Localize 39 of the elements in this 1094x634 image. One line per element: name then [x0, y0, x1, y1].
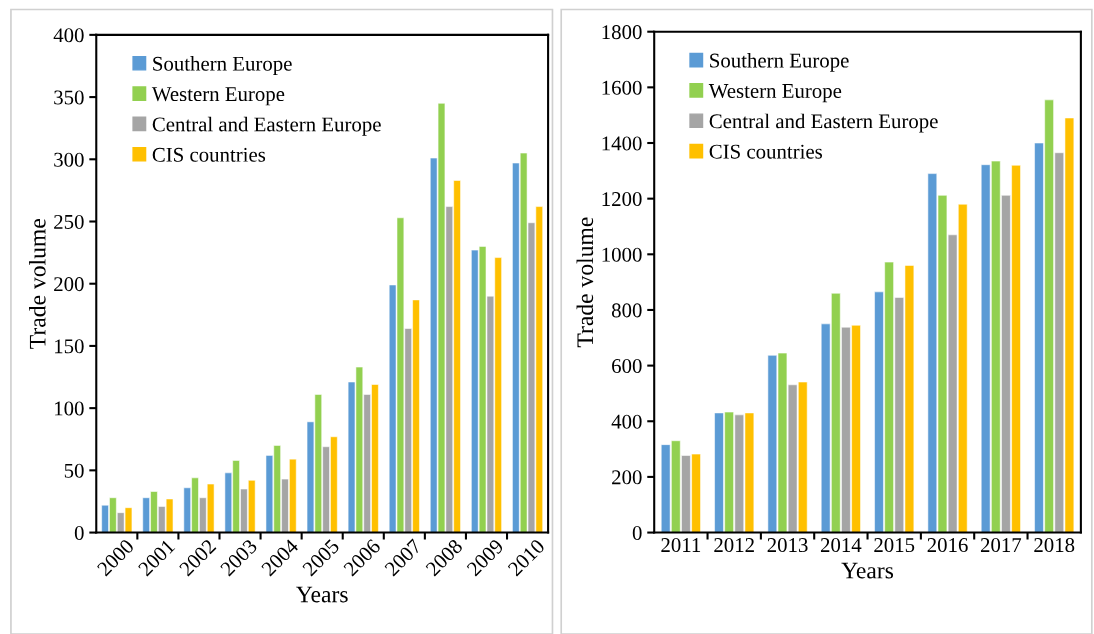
y-tick-label: 600 [612, 358, 642, 374]
x-tick-label: 2013 [767, 538, 808, 553]
y-tick-label: 350 [54, 90, 84, 105]
y-tick-label: 200 [612, 470, 642, 485]
y-tick-label: 400 [53, 28, 84, 43]
y-tick-label: 1800 [602, 25, 642, 40]
x-tick-label: 2012 [714, 538, 754, 553]
x-tick-label: 2015 [874, 538, 915, 553]
y-axis-title: Trade volume [29, 219, 46, 349]
legend-label: CIS countries [152, 147, 266, 162]
y-tick-label: 250 [54, 214, 84, 229]
y-tick-label: 50 [64, 463, 84, 478]
y-tick-label: 300 [54, 152, 84, 167]
legend-label: CIS countries [709, 144, 823, 159]
y-tick-label: 1000 [602, 247, 642, 262]
legend-label: Southern Europe [153, 56, 292, 75]
x-axis-title: Years [841, 562, 894, 579]
legend-label: Southern Europe [710, 52, 849, 72]
y-tick-label: 800 [611, 303, 642, 318]
y-tick-label: 100 [55, 401, 84, 416]
x-tick-label: 2017 [980, 538, 1022, 553]
y-tick-label: 1600 [602, 80, 642, 95]
legend-label: Western Europe [151, 87, 285, 106]
x-tick-label: 2011 [661, 538, 701, 553]
y-tick-label: 150 [55, 339, 84, 354]
y-axis-title: Trade volume [576, 217, 594, 348]
y-tick-label: 1200 [602, 192, 642, 207]
legend-label: Central and Eastern Europe [152, 116, 381, 136]
y-tick-label: 400 [611, 414, 642, 429]
legend-label: Western Europe [708, 84, 842, 103]
y-tick-label: 1400 [602, 136, 642, 151]
y-tick-label: 0 [632, 525, 642, 540]
y-tick-label: 0 [74, 525, 84, 540]
x-tick-label: 2014 [820, 538, 862, 553]
x-axis-title: Years [296, 586, 348, 603]
x-tick-label: 2018 [1034, 538, 1075, 553]
legend-label: Central and Eastern Europe [709, 113, 938, 133]
y-tick-label: 200 [54, 277, 84, 292]
x-tick-label: 2016 [927, 538, 968, 553]
